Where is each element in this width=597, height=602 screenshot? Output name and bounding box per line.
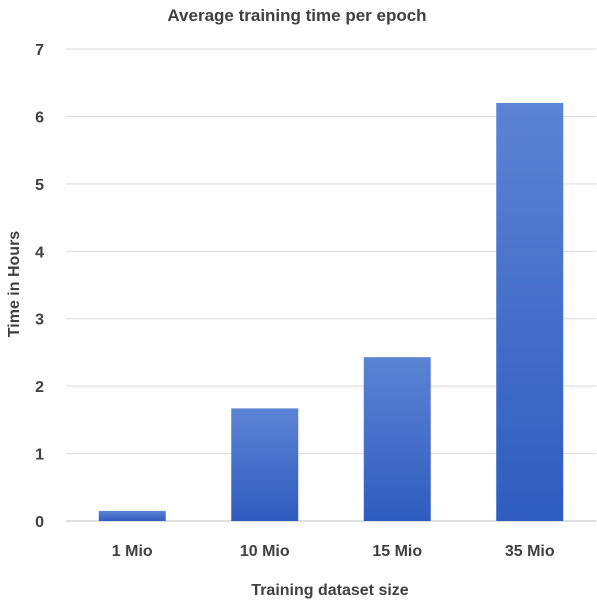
y-axis-label: Time in Hours xyxy=(6,231,23,337)
y-tick-label: 2 xyxy=(35,379,44,396)
y-tick-label: 1 xyxy=(35,447,44,464)
gridlines xyxy=(66,48,596,522)
y-tick-label: 3 xyxy=(35,312,44,329)
x-tick-labels: 1 Mio 10 Mio 15 Mio 35 Mio xyxy=(112,543,555,560)
x-tick-label: 15 Mio xyxy=(372,543,422,560)
bars xyxy=(98,102,564,521)
bar-15-mio xyxy=(363,357,431,521)
y-tick-label: 6 xyxy=(35,109,44,126)
bar-35-mio xyxy=(496,102,564,521)
y-tick-label: 4 xyxy=(35,244,44,261)
y-tick-labels: 0 1 2 3 4 5 6 7 xyxy=(35,42,44,531)
x-tick-label: 35 Mio xyxy=(505,543,555,560)
y-tick-label: 5 xyxy=(35,177,44,194)
x-tick-label: 10 Mio xyxy=(240,543,290,560)
bar-10-mio xyxy=(231,408,299,521)
bar-1-mio xyxy=(98,510,166,521)
y-tick-label: 0 xyxy=(35,514,44,531)
x-tick-label: 1 Mio xyxy=(112,543,153,560)
chart-title: Average training time per epoch xyxy=(167,6,426,25)
y-tick-label: 7 xyxy=(35,42,44,59)
x-axis-label: Training dataset size xyxy=(251,582,408,599)
